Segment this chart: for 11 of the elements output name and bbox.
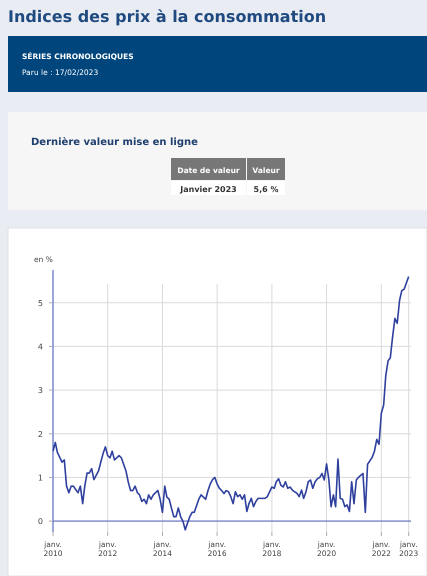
line-series — [52, 276, 410, 531]
y-tick-label: 5 — [38, 298, 43, 308]
text: 5,6 % — [254, 185, 278, 194]
text: Janvier 2023 — [179, 185, 237, 194]
chart-title: Indices des prix à la consommation — [8, 7, 326, 26]
y-tick-label: 0 — [38, 517, 43, 526]
text: Dernière valeur mise en ligne — [31, 137, 198, 148]
y-tick-label: 2 — [38, 430, 43, 439]
y-tick-label: 4 — [38, 342, 43, 352]
y-tick-label: 1 — [38, 473, 43, 482]
y-tick-label: 3 — [38, 386, 43, 396]
